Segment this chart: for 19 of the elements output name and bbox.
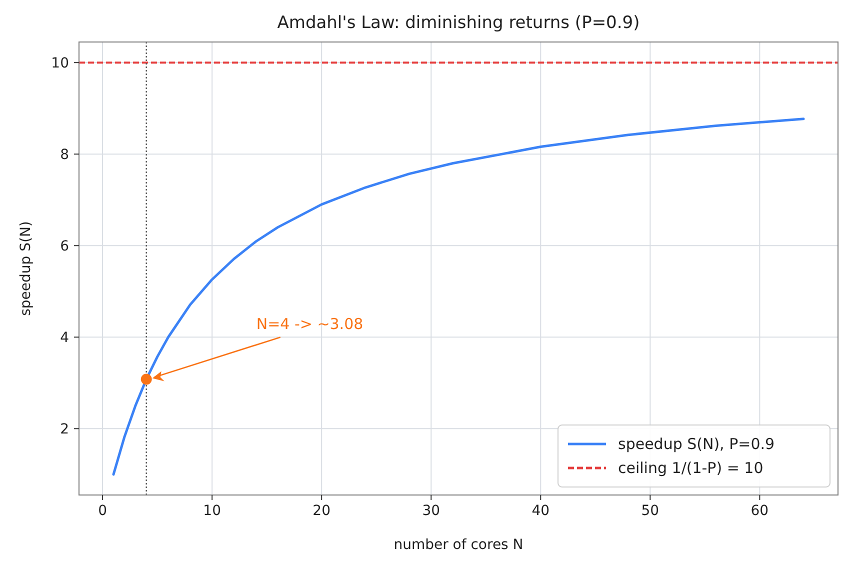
x-axis-title: number of cores N [394, 537, 524, 553]
chart-title: Amdahl's Law: diminishing returns (P=0.9) [277, 13, 640, 33]
x-tick-label: 50 [641, 503, 660, 519]
legend-label: ceiling 1/(1-P) = 10 [618, 459, 764, 477]
legend-label: speedup S(N), P=0.9 [618, 435, 775, 453]
y-tick-label: 2 [60, 422, 69, 438]
x-tick-label: 30 [422, 503, 440, 519]
x-tick-label: 40 [532, 503, 550, 519]
y-tick-label: 10 [51, 56, 69, 72]
annotation: N=4 -> ~3.08 [256, 315, 364, 334]
x-tick-label: 0 [98, 503, 108, 519]
y-axis-title: speedup S(N) [18, 221, 34, 316]
y-tick-label: 4 [60, 330, 70, 346]
x-tick-label: 20 [312, 503, 331, 519]
x-tick-label: 60 [750, 503, 769, 519]
y-tick-label: 8 [60, 147, 69, 164]
line-series [112, 118, 805, 476]
y-tick-label: 6 [60, 238, 70, 255]
x-tick-label: 10 [203, 503, 221, 519]
